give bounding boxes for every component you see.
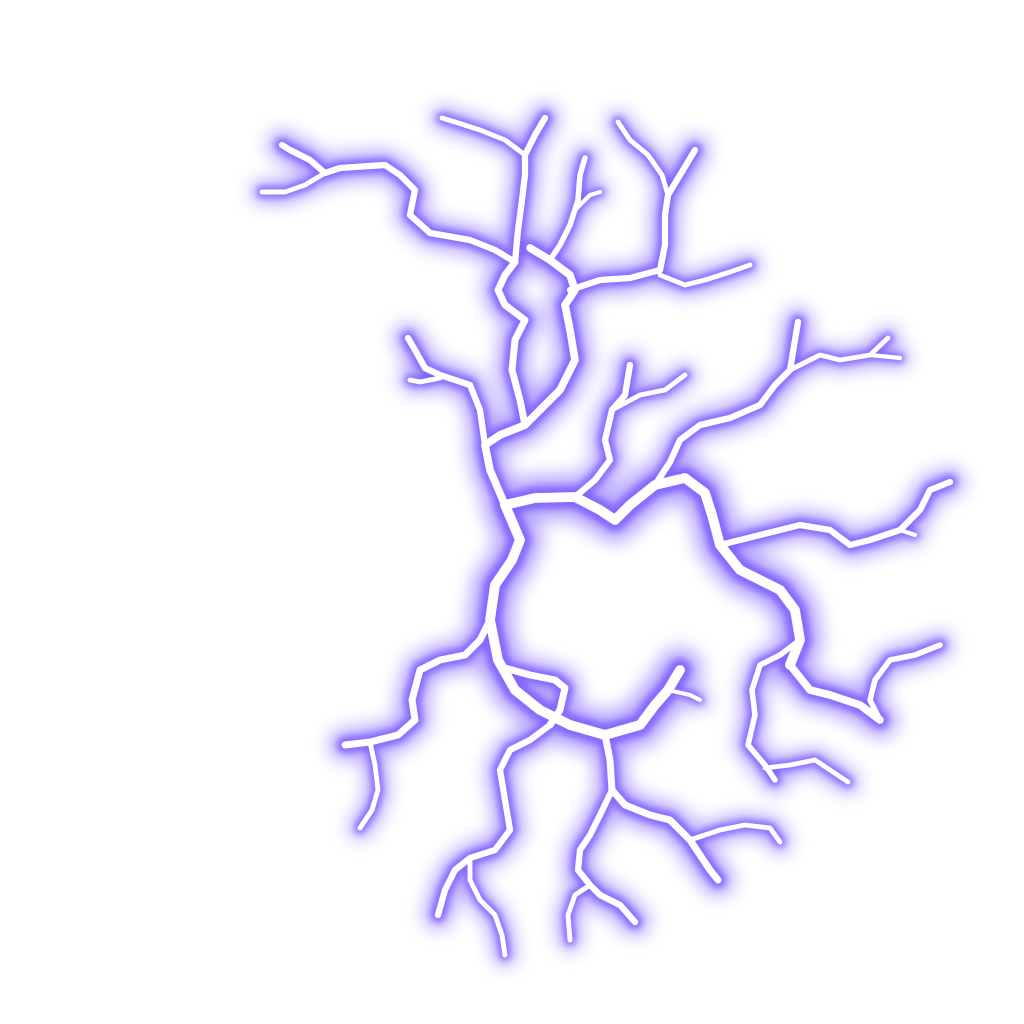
bolt-branch-core bbox=[547, 155, 588, 263]
bolt-branch-core bbox=[494, 258, 529, 429]
bolt-branch-core bbox=[651, 318, 802, 489]
bolt-branch-core bbox=[357, 739, 381, 831]
bolt-branch-core bbox=[259, 170, 328, 195]
bolt-branch-core bbox=[786, 661, 884, 724]
lightning-core bbox=[259, 114, 954, 958]
bolt-branch-core bbox=[407, 375, 443, 385]
bolt-branch-core bbox=[404, 334, 489, 449]
bolt-branch-core bbox=[601, 731, 722, 884]
bolt-branch-core bbox=[341, 616, 494, 749]
bolt-branch-core bbox=[501, 664, 569, 729]
bolt-branch-core bbox=[511, 114, 549, 266]
bolt-branch-core bbox=[762, 757, 851, 785]
bolt-branch-core bbox=[572, 189, 603, 213]
bolt-branch-core bbox=[571, 361, 634, 501]
bolt-branch-core bbox=[609, 372, 688, 413]
bolt-branch-core bbox=[485, 500, 685, 740]
bolt-branch-core bbox=[566, 146, 699, 294]
bolt-branch-core bbox=[897, 527, 918, 538]
bolt-branch-glow bbox=[423, 710, 565, 930]
bolt-branch-core bbox=[615, 119, 671, 198]
bolt-branch-core bbox=[716, 478, 954, 549]
bolt-branch-core bbox=[787, 335, 891, 373]
bolt-branch-core bbox=[434, 721, 554, 919]
bolt-branch-core bbox=[867, 352, 903, 361]
bolt-branch-core bbox=[574, 786, 639, 926]
bolt-branch-core bbox=[687, 822, 783, 845]
bolt-branch-core bbox=[665, 687, 703, 703]
bolt-branch-core bbox=[745, 637, 803, 783]
bolt-branch-core bbox=[278, 141, 519, 266]
bolt-branch-core bbox=[565, 882, 593, 943]
bolt-branch-core bbox=[657, 262, 753, 288]
bolt-branch-core bbox=[867, 642, 943, 723]
bolt-branch-core bbox=[467, 855, 508, 958]
bolt-branch-core bbox=[439, 115, 528, 158]
bolt-branch-core bbox=[500, 473, 805, 670]
